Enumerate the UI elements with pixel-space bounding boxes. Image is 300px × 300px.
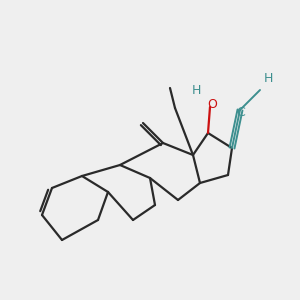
Text: H: H [263, 71, 273, 85]
Text: O: O [207, 98, 217, 110]
Text: C: C [237, 106, 245, 119]
Text: H: H [191, 83, 201, 97]
